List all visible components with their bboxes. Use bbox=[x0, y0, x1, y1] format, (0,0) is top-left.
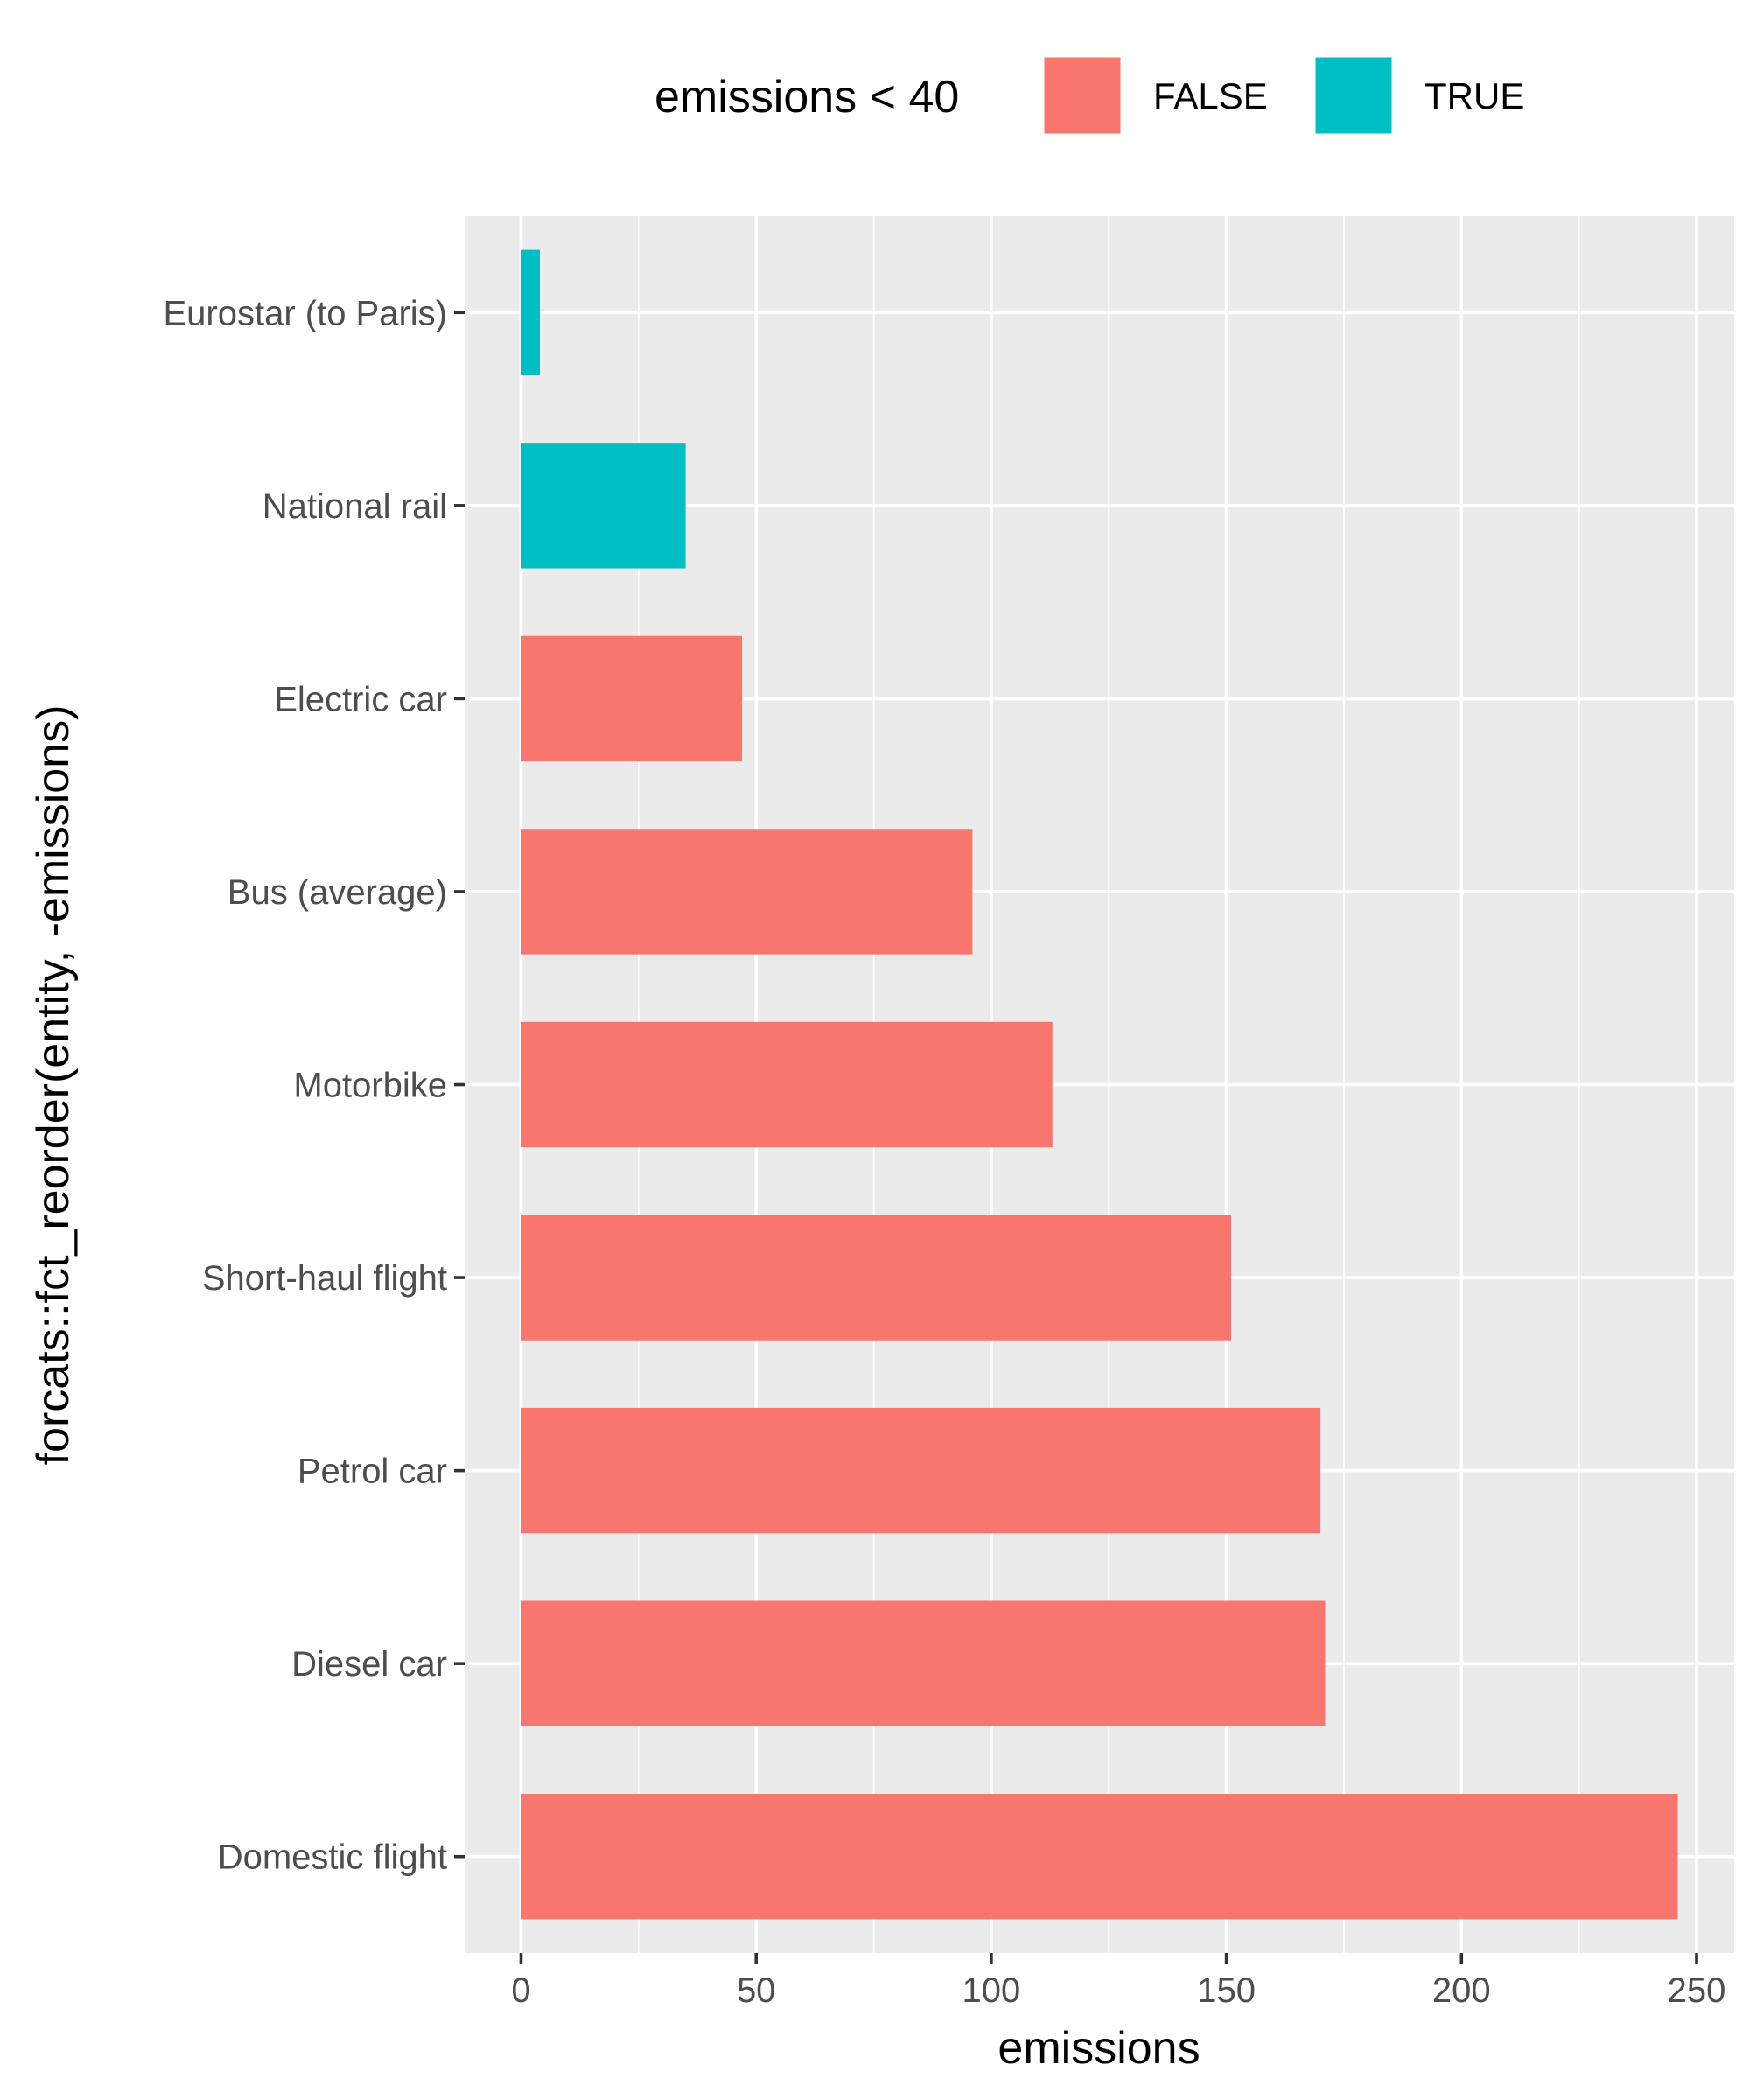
x-tick-label: 0 bbox=[511, 1971, 530, 2010]
bar bbox=[521, 635, 743, 762]
bar bbox=[521, 1794, 1678, 1920]
bars bbox=[521, 249, 1678, 1920]
bar bbox=[521, 443, 686, 569]
x-tick-label: 50 bbox=[737, 1971, 776, 2010]
bar bbox=[521, 1021, 1053, 1148]
x-tick-label: 200 bbox=[1432, 1971, 1491, 2010]
y-axis-title: forcats::fct_reorder(entity, -emissions) bbox=[28, 705, 79, 1466]
y-tick-label: Petrol car bbox=[298, 1452, 447, 1491]
legend-key-false bbox=[1041, 54, 1124, 136]
x-tick-label: 250 bbox=[1668, 1971, 1726, 2010]
y-tick-label: Bus (average) bbox=[228, 873, 447, 912]
legend-label-true: TRUE bbox=[1424, 75, 1524, 116]
bar bbox=[521, 1407, 1321, 1534]
y-tick-label: Domestic flight bbox=[218, 1838, 447, 1877]
y-tick-label: Motorbike bbox=[293, 1067, 447, 1105]
x-tick-label: 100 bbox=[962, 1971, 1021, 2010]
y-tick-label: National rail bbox=[262, 487, 447, 526]
bar bbox=[521, 1600, 1326, 1726]
y-tick-label: Eurostar (to Paris) bbox=[163, 294, 447, 332]
y-axis: Eurostar (to Paris) National rail Electric… bbox=[163, 294, 465, 1877]
y-tick-label: Short-haul flight bbox=[202, 1259, 447, 1298]
bar bbox=[521, 1214, 1231, 1340]
legend: emissions < 40 FALSE TRUE bbox=[654, 54, 1524, 136]
x-tick-label: 150 bbox=[1197, 1971, 1256, 2010]
legend-label-false: FALSE bbox=[1153, 75, 1268, 116]
x-axis-title: emissions bbox=[998, 2023, 1200, 2074]
legend-title: emissions < 40 bbox=[654, 72, 959, 122]
bar bbox=[521, 829, 973, 955]
bar bbox=[521, 249, 540, 375]
x-axis: 0 50 100 150 200 250 bbox=[511, 1953, 1726, 2010]
legend-key-true bbox=[1312, 54, 1395, 136]
y-tick-label: Electric car bbox=[274, 680, 447, 718]
y-tick-label: Diesel car bbox=[291, 1645, 447, 1684]
